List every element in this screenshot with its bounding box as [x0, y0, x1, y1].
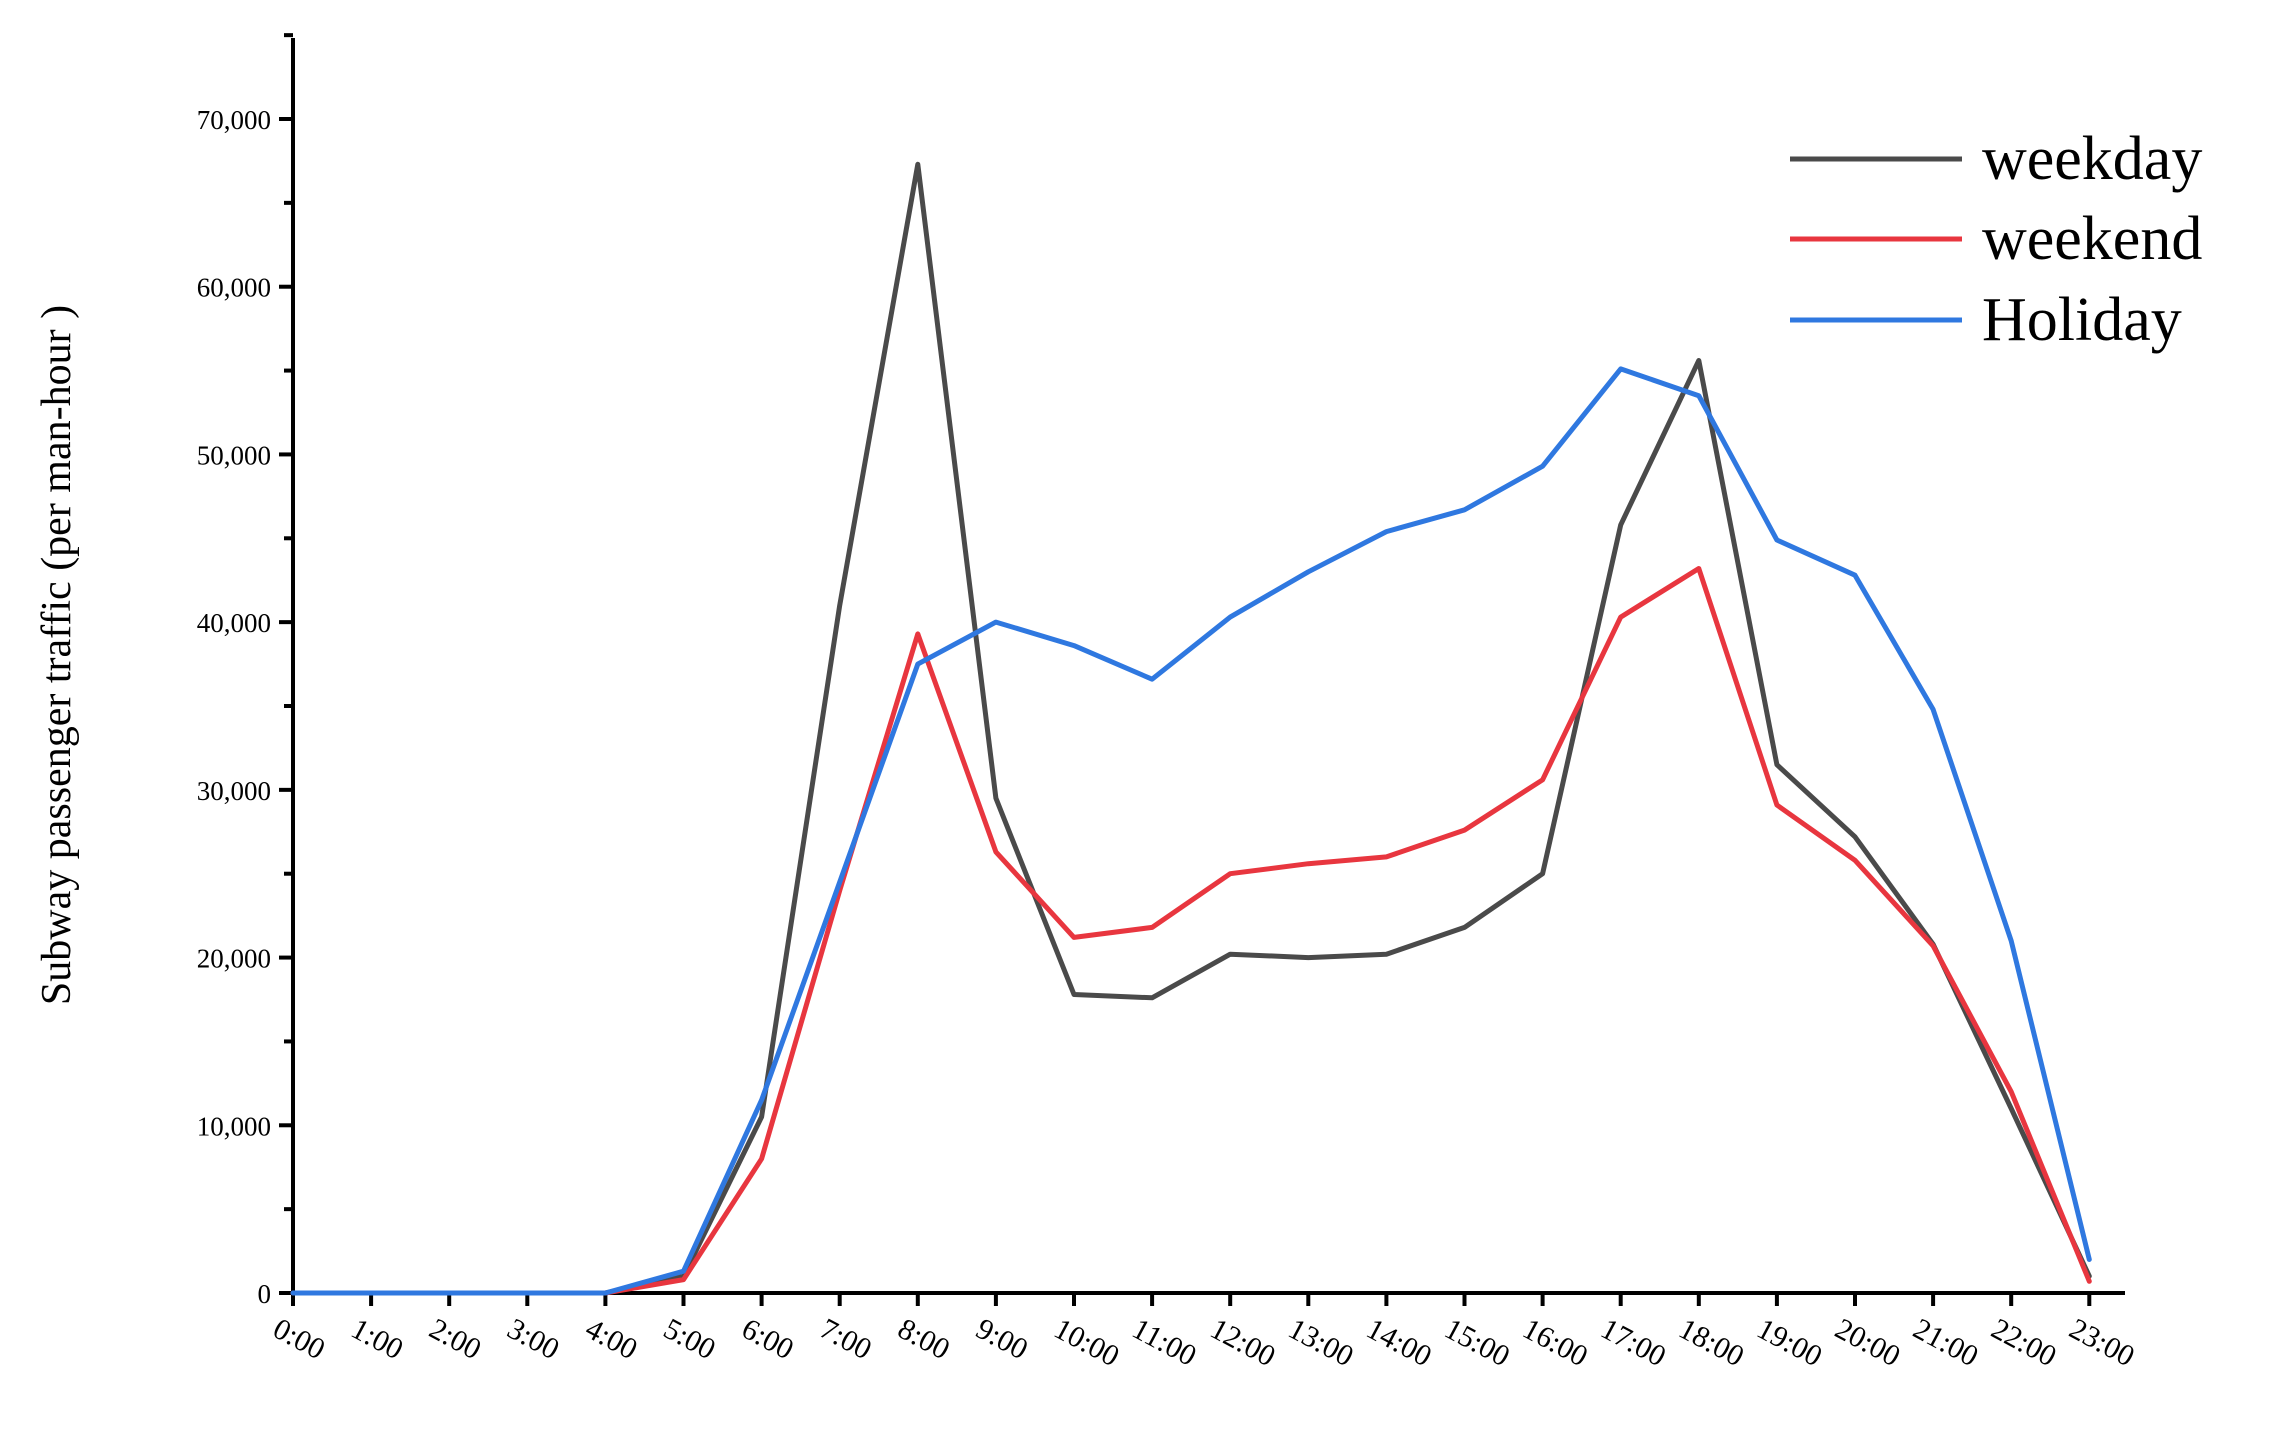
y-tick-label: 10,000 — [197, 1111, 271, 1141]
x-tick-label: 9:00 — [971, 1312, 1034, 1366]
y-tick-label: 70,000 — [197, 105, 271, 135]
x-tick-label: 18:00 — [1674, 1312, 1750, 1373]
x-tick-label: 3:00 — [502, 1312, 565, 1366]
series-group — [290, 161, 2092, 1296]
x-tick-label: 0:00 — [268, 1312, 331, 1366]
x-tick-label: 16:00 — [1517, 1312, 1593, 1373]
y-tick-label: 30,000 — [197, 776, 271, 806]
x-tick-label: 10:00 — [1049, 1312, 1125, 1373]
legend-label-weekend: weekend — [1982, 205, 2202, 273]
x-tick-label: 19:00 — [1752, 1312, 1828, 1373]
x-tick-label: 7:00 — [814, 1312, 877, 1366]
legend: weekday weekend Holiday — [1790, 125, 2202, 354]
y-tick-label: 40,000 — [197, 608, 271, 638]
series-line-weekday — [290, 161, 2092, 1296]
x-tick-label: 13:00 — [1283, 1312, 1359, 1373]
x-tick-label: 21:00 — [1908, 1312, 1984, 1373]
y-tick-label: 20,000 — [197, 944, 271, 974]
y-tick-label: 0 — [258, 1279, 272, 1309]
y-axis-ticks: 0 10,000 20,000 30,000 40,000 50,000 60,000 70,… — [197, 33, 293, 1309]
x-tick-label: 23:00 — [2064, 1312, 2140, 1373]
y-tick-label: 60,000 — [197, 273, 271, 303]
x-tick-label: 2:00 — [424, 1312, 487, 1366]
x-tick-label: 11:00 — [1127, 1312, 1202, 1373]
x-tick-label: 22:00 — [1986, 1312, 2062, 1373]
axes — [291, 38, 2125, 1295]
x-tick-label: 14:00 — [1361, 1312, 1437, 1373]
x-tick-label: 20:00 — [1830, 1312, 1906, 1373]
x-tick-label: 15:00 — [1439, 1312, 1515, 1373]
x-tick-label: 8:00 — [893, 1312, 956, 1366]
series-line-weekend — [290, 566, 2092, 1296]
x-tick-label: 4:00 — [580, 1312, 643, 1366]
x-tick-label: 5:00 — [658, 1312, 721, 1366]
x-tick-label: 12:00 — [1205, 1312, 1281, 1373]
x-tick-label: 6:00 — [736, 1312, 799, 1366]
x-axis-ticks: 0:00 1:00 2:00 3:00 4:00 5:00 6:00 7:00 8:00 9:00… — [268, 1293, 2140, 1373]
legend-label-weekday: weekday — [1982, 125, 2202, 193]
series-line-holiday — [290, 366, 2092, 1296]
y-tick-label: 50,000 — [197, 440, 271, 470]
legend-label-holiday: Holiday — [1982, 286, 2182, 354]
x-tick-label: 17:00 — [1595, 1312, 1671, 1373]
y-axis-title: Subway passenger traffic (per man-hour ) — [34, 305, 80, 1005]
x-tick-label: 1:00 — [346, 1312, 409, 1366]
